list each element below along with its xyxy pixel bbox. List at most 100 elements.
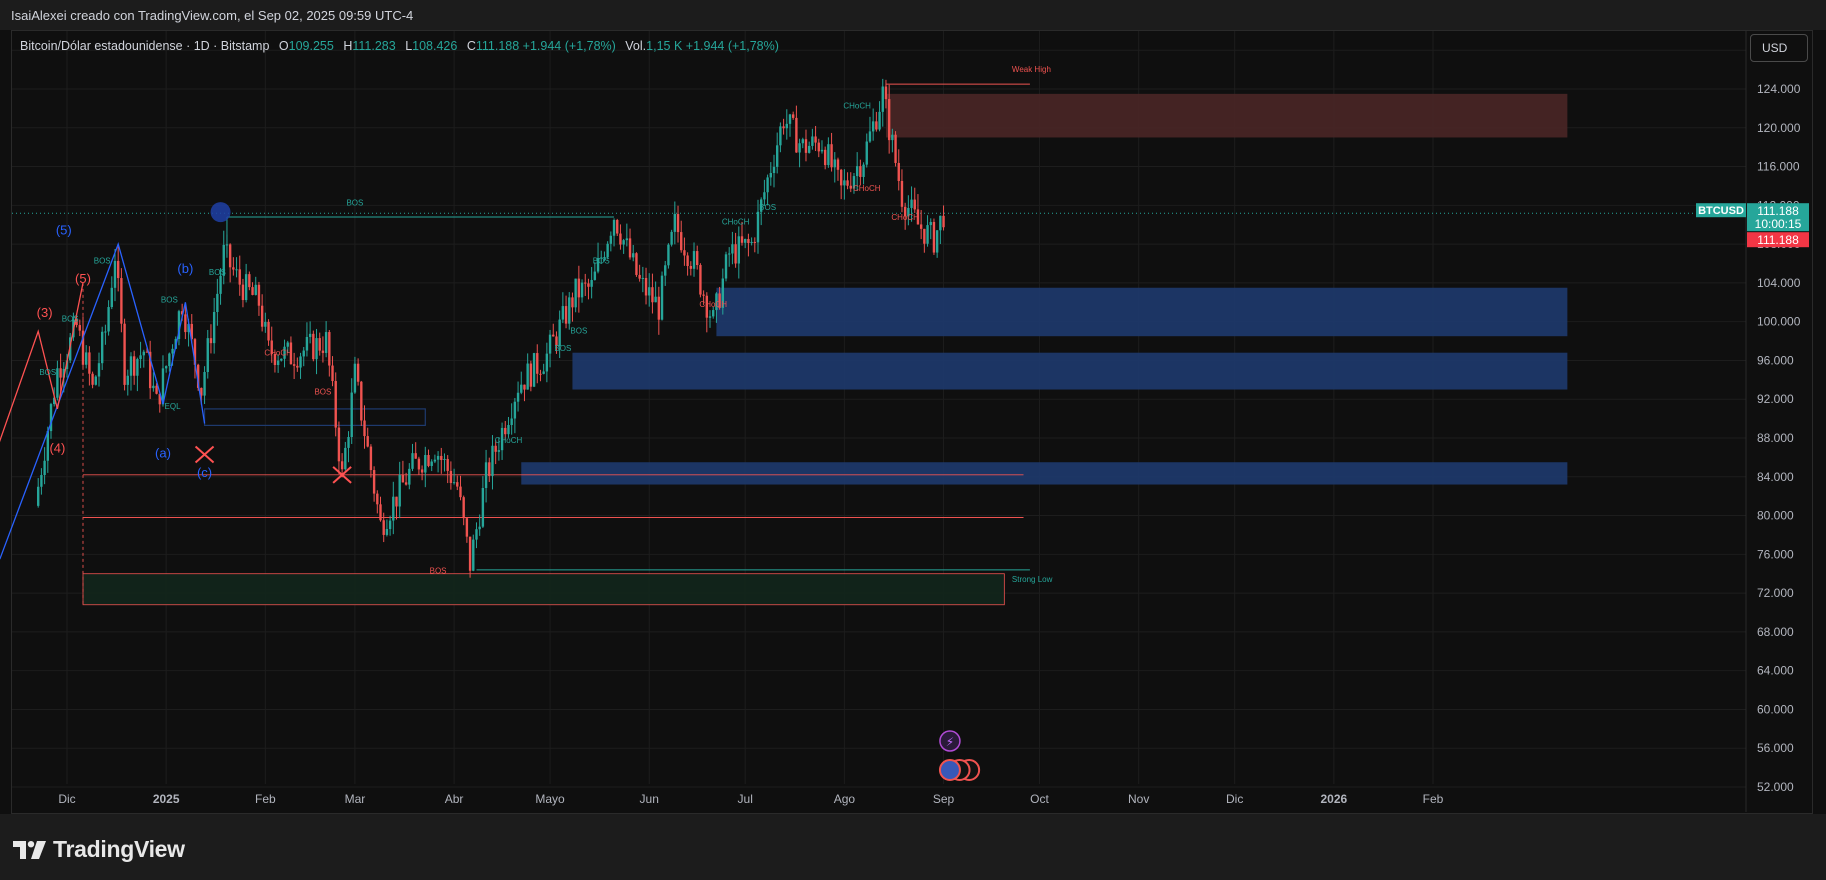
candle-body [548, 334, 552, 354]
close-label: C [466, 39, 476, 53]
candle-body [814, 136, 817, 143]
candle-body [104, 331, 107, 333]
candle-body [238, 269, 241, 285]
x-tick-label: Jun [640, 792, 659, 806]
x-tick-label: Mayo [535, 792, 565, 806]
candle-body [164, 366, 168, 369]
candle-body [465, 518, 469, 537]
candle-body [939, 215, 942, 231]
ticker-badge-text: BTCUSD [1698, 205, 1744, 217]
candle-body [283, 346, 286, 359]
y-tick-label: 64.000 [1757, 664, 1794, 678]
candle-body [670, 231, 673, 245]
candle-body [123, 323, 126, 385]
structure-label: CHoCH [722, 218, 750, 227]
candle-body [324, 332, 328, 353]
currency-button[interactable]: USD [1750, 34, 1808, 62]
candle-body [212, 312, 216, 344]
candle-body [919, 224, 923, 229]
chart-frame [11, 30, 1813, 814]
us-flag-event-icon [938, 759, 961, 781]
candle-body [926, 225, 929, 244]
last-price-badge [1747, 203, 1809, 232]
candle-body [100, 331, 104, 364]
candle-body [472, 539, 475, 571]
wave-label: (a) [155, 445, 171, 460]
candle-body [878, 111, 881, 130]
y-tick-label: 88.000 [1757, 431, 1794, 445]
y-tick-label: 60.000 [1757, 702, 1794, 716]
candle-body [353, 363, 357, 393]
candle-body [356, 363, 360, 382]
candle-body [376, 493, 379, 505]
candle-body [651, 287, 654, 303]
candle-body [900, 180, 904, 207]
candle-body [200, 387, 203, 396]
structure-label: BOS [554, 344, 571, 353]
volume-value: 1,15 K [646, 39, 683, 53]
candle-body [600, 257, 603, 259]
x-tick-label: 2025 [153, 792, 180, 806]
candle-body [811, 136, 814, 146]
x-tick-label: Sep [933, 792, 955, 806]
low-value: 108.426 [412, 39, 458, 53]
candle-body [891, 134, 894, 141]
candle-body [155, 385, 158, 394]
candle-body [222, 244, 225, 276]
candle-body [558, 319, 561, 347]
candle-body [180, 311, 184, 315]
candle-body [753, 241, 756, 243]
candle-body [657, 296, 661, 320]
candle-body [219, 275, 222, 294]
y-tick-label: 96.000 [1757, 353, 1794, 367]
candle-body [91, 373, 94, 385]
candle-body [312, 333, 315, 360]
candle-body [833, 159, 836, 168]
candle-body [478, 526, 481, 530]
candle-body [635, 253, 638, 275]
candle-body [414, 453, 417, 459]
candle-body [935, 230, 939, 253]
candle-body [763, 192, 766, 200]
candle-body [305, 336, 309, 351]
candle-body [577, 278, 581, 298]
candle-body [510, 418, 513, 426]
x-tick-label: Nov [1128, 792, 1149, 806]
lightning-event-glyph: ⚡ [946, 735, 954, 749]
candle-body [209, 338, 213, 344]
candle-body [97, 363, 101, 377]
candle-body [852, 176, 856, 189]
structure-label: BOS [759, 203, 776, 212]
candle-body [385, 529, 389, 535]
candle-body [81, 330, 85, 365]
candle-body [724, 254, 728, 279]
candle-body [382, 520, 385, 535]
candle-body [830, 144, 833, 168]
candle-body [280, 358, 283, 361]
candle-body [855, 166, 859, 177]
ticker-badge [1696, 203, 1746, 218]
tradingview-brand[interactable]: TradingView [13, 836, 185, 863]
candle-body [664, 265, 667, 276]
wave-label: (4) [49, 441, 65, 456]
structure-label: CHoCH [699, 300, 727, 309]
candle-body [110, 287, 113, 308]
x-tick-label: Mar [345, 792, 366, 806]
candle-body [865, 141, 868, 165]
candle-body [494, 445, 497, 452]
structure-label: BOS [39, 368, 56, 377]
candle-body [296, 365, 299, 368]
candle-body [788, 114, 792, 124]
candle-body [574, 278, 577, 308]
x-tick-label: Feb [255, 792, 276, 806]
candle-body [545, 353, 549, 372]
candle-body [440, 455, 443, 461]
candle-body [350, 392, 353, 438]
candle-body [759, 199, 763, 212]
candle-body [244, 274, 248, 301]
candle-body [536, 353, 539, 374]
y-tick-label: 84.000 [1757, 470, 1794, 484]
candle-body [56, 368, 59, 398]
zone-demand [203, 408, 426, 426]
